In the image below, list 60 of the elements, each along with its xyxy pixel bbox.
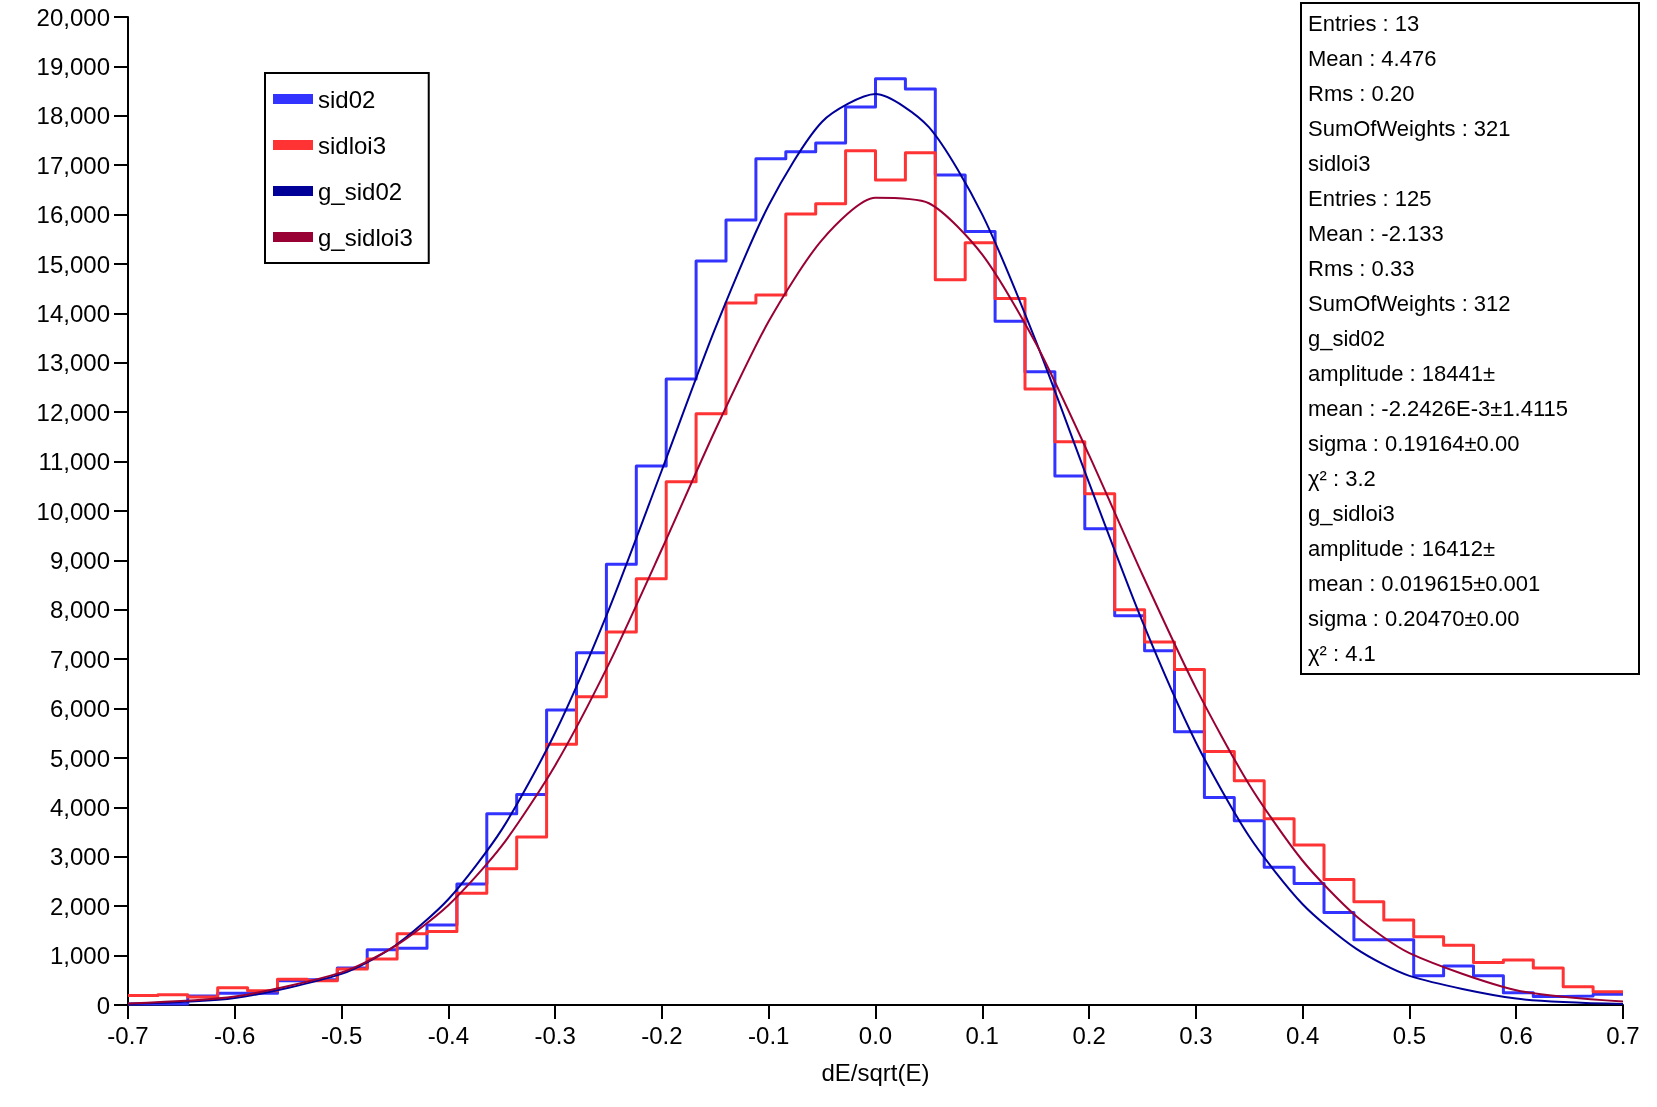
annotation: mean : -2.2426E-3±1.4115 (1308, 395, 1569, 423)
legend-label: g_sid02 (318, 177, 403, 205)
y-tick-label: 5,000 (49, 744, 110, 772)
annotation: mean : 0.019615±0.001 (1308, 570, 1542, 598)
x-tick-label: -0.1 (748, 1021, 790, 1049)
y-tick-label: 0 (96, 991, 110, 1019)
x-axis-title: dE/sqrt(E) (821, 1058, 930, 1086)
annotation: Entries : 125 (1308, 185, 1433, 213)
legend-label: sidloi3 (318, 131, 387, 159)
x-tick-label: 0.4 (1285, 1021, 1320, 1049)
annotation: Rms : 0.20 (1308, 80, 1416, 108)
annotation: χ² : 3.2 (1308, 465, 1377, 493)
y-tick-label: 4,000 (49, 793, 110, 821)
y-tick-label: 16,000 (36, 201, 110, 229)
annotation: amplitude : 18441± (1308, 360, 1496, 388)
y-tick-label: 1,000 (49, 942, 110, 970)
x-tick-label: -0.5 (320, 1021, 363, 1049)
annotation: sidloi3 (1308, 150, 1372, 178)
x-tick-label: 0.6 (1499, 1021, 1533, 1049)
annotation: χ² : 4.1 (1308, 640, 1377, 668)
annotation: sigma : 0.20470±0.00 (1308, 605, 1521, 633)
y-tick-label: 18,000 (36, 102, 110, 130)
x-tick-label: -0.6 (214, 1021, 256, 1049)
x-tick-label: -0.4 (427, 1021, 470, 1049)
x-tick-label: -0.3 (534, 1021, 576, 1049)
y-tick-label: 19,000 (36, 52, 110, 80)
y-tick-label: 11,000 (38, 448, 110, 476)
x-tick-label: 0.2 (1072, 1021, 1106, 1049)
y-tick-label: 2,000 (49, 892, 110, 920)
y-tick-label: 9,000 (49, 546, 110, 574)
annotation: SumOfWeights : 312 (1308, 290, 1512, 318)
y-tick-label: 15,000 (36, 250, 110, 278)
y-tick-label: 14,000 (36, 299, 110, 327)
y-tick-label: 20,000 (36, 3, 110, 31)
x-tick-label: -0.2 (641, 1021, 683, 1049)
annotation: g_sid02 (1308, 325, 1387, 353)
annotation: SumOfWeights : 321 (1308, 115, 1512, 143)
annotation: Rms : 0.33 (1308, 255, 1416, 283)
y-tick-label: 7,000 (49, 645, 110, 673)
annotation: Entries : 13 (1308, 10, 1421, 38)
x-tick-label: 0.0 (858, 1021, 893, 1049)
legend-label: sid02 (318, 85, 376, 113)
x-tick-label: 0.3 (1179, 1021, 1213, 1049)
annotation: sigma : 0.19164±0.00 (1308, 430, 1521, 458)
y-tick-label: 8,000 (49, 596, 110, 624)
x-tick-label: 0.1 (965, 1021, 999, 1049)
y-tick-label: 3,000 (49, 843, 110, 871)
legend-label: g_sidloi3 (318, 223, 413, 251)
x-tick-label: 0.7 (1606, 1021, 1640, 1049)
annotation: Mean : 4.476 (1308, 45, 1438, 73)
annotation: amplitude : 16412± (1308, 535, 1496, 563)
y-tick-label: 12,000 (36, 398, 110, 426)
x-tick-label: 0.5 (1392, 1021, 1427, 1049)
y-tick-label: 13,000 (36, 349, 110, 377)
y-tick-label: 6,000 (49, 695, 110, 723)
y-tick-label: 17,000 (36, 151, 110, 179)
y-tick-label: 10,000 (36, 497, 110, 525)
annotation: Mean : -2.133 (1308, 220, 1445, 248)
x-tick-label: -0.7 (107, 1021, 149, 1049)
annotation: g_sidloi3 (1308, 500, 1396, 528)
